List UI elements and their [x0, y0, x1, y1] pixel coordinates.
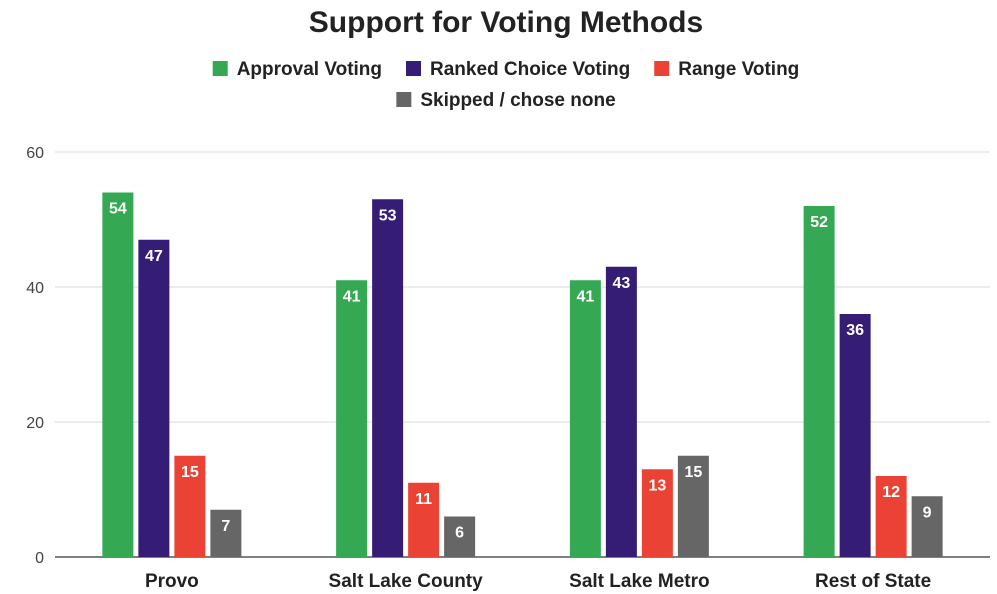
y-tick-label-0: 0 [35, 550, 44, 567]
legend-swatch-ranked-choice-voting [406, 61, 422, 76]
bar-value-label-provo-range-voting: 15 [181, 464, 199, 481]
bar-salt-lake-metro-ranked-choice-voting [605, 266, 637, 557]
y-tick-label-40: 40 [26, 280, 44, 297]
bar-value-label-salt-lake-metro-approval-voting: 41 [576, 288, 594, 305]
bar-rest-of-state-range-voting [875, 476, 907, 557]
legend-label-range-voting: Range Voting [678, 59, 799, 80]
bar-salt-lake-county-ranked-choice-voting [372, 199, 404, 557]
x-tick-label-provo: Provo [145, 571, 199, 592]
legend-label-ranked-choice-voting: Ranked Choice Voting [430, 59, 630, 80]
legend-swatch-approval-voting [212, 61, 228, 76]
bar-value-label-salt-lake-metro-range-voting: 13 [648, 477, 666, 494]
bar-value-label-provo-approval-voting: 54 [109, 201, 127, 218]
legend-label-skipped-chose-none: Skipped / chose none [420, 90, 615, 111]
y-tick-label-20: 20 [26, 415, 44, 432]
x-tick-label-salt-lake-county: Salt Lake County [329, 571, 484, 592]
bar-provo-range-voting [174, 455, 206, 557]
bar-value-label-salt-lake-county-skipped-chose-none: 6 [455, 525, 464, 542]
bar-provo-approval-voting [102, 192, 134, 557]
legend-swatch-skipped-chose-none [396, 92, 412, 107]
x-tick-label-salt-lake-metro: Salt Lake Metro [569, 571, 709, 592]
legend-swatch-range-voting [654, 61, 670, 76]
bar-provo-ranked-choice-voting [138, 239, 170, 557]
legend-item-skipped-chose-none: Skipped / chose none [396, 90, 616, 111]
bar-salt-lake-county-skipped-chose-none [444, 516, 476, 557]
legend-label-approval-voting: Approval Voting [237, 59, 382, 80]
bar-salt-lake-metro-skipped-chose-none [677, 455, 709, 557]
x-axis: Provo Salt Lake County Salt Lake Metro Rest… [145, 571, 931, 592]
chart-title: Support for Voting Methods [309, 6, 703, 39]
bars: 54 47 15 7 41 53 11 6 41 43 13 15 52 36 12 9 [102, 192, 943, 557]
bar-value-label-rest-of-state-range-voting: 12 [882, 484, 900, 501]
bar-salt-lake-metro-approval-voting [569, 280, 601, 557]
bar-value-label-provo-skipped-chose-none: 7 [221, 518, 230, 535]
bar-rest-of-state-skipped-chose-none [911, 496, 943, 557]
bar-salt-lake-metro-range-voting [641, 469, 673, 557]
bar-value-label-salt-lake-metro-skipped-chose-none: 15 [684, 464, 702, 481]
legend-item-ranked-choice-voting: Ranked Choice Voting [406, 59, 630, 80]
bar-rest-of-state-ranked-choice-voting [839, 314, 871, 557]
bar-salt-lake-county-range-voting [408, 482, 440, 557]
bar-value-label-rest-of-state-ranked-choice-voting: 36 [846, 322, 864, 339]
bar-value-label-salt-lake-county-range-voting: 11 [415, 491, 432, 508]
bar-value-label-salt-lake-metro-ranked-choice-voting: 43 [612, 275, 630, 292]
legend-item-range-voting: Range Voting [654, 59, 799, 80]
bar-value-label-salt-lake-county-approval-voting: 41 [343, 288, 361, 305]
bar-value-label-provo-ranked-choice-voting: 47 [145, 248, 163, 265]
legend: Approval Voting Ranked Choice Voting Range… [212, 59, 799, 111]
bar-value-label-rest-of-state-approval-voting: 52 [810, 214, 828, 231]
legend-item-approval-voting: Approval Voting [212, 59, 382, 80]
bar-value-label-salt-lake-county-ranked-choice-voting: 53 [379, 207, 397, 224]
bar-salt-lake-county-approval-voting [336, 280, 368, 557]
bar-value-label-rest-of-state-skipped-chose-none: 9 [923, 504, 932, 521]
bar-provo-skipped-chose-none [210, 509, 242, 557]
bar-rest-of-state-approval-voting [803, 206, 835, 557]
x-tick-label-rest-of-state: Rest of State [815, 571, 931, 592]
y-tick-label-60: 60 [26, 145, 44, 162]
